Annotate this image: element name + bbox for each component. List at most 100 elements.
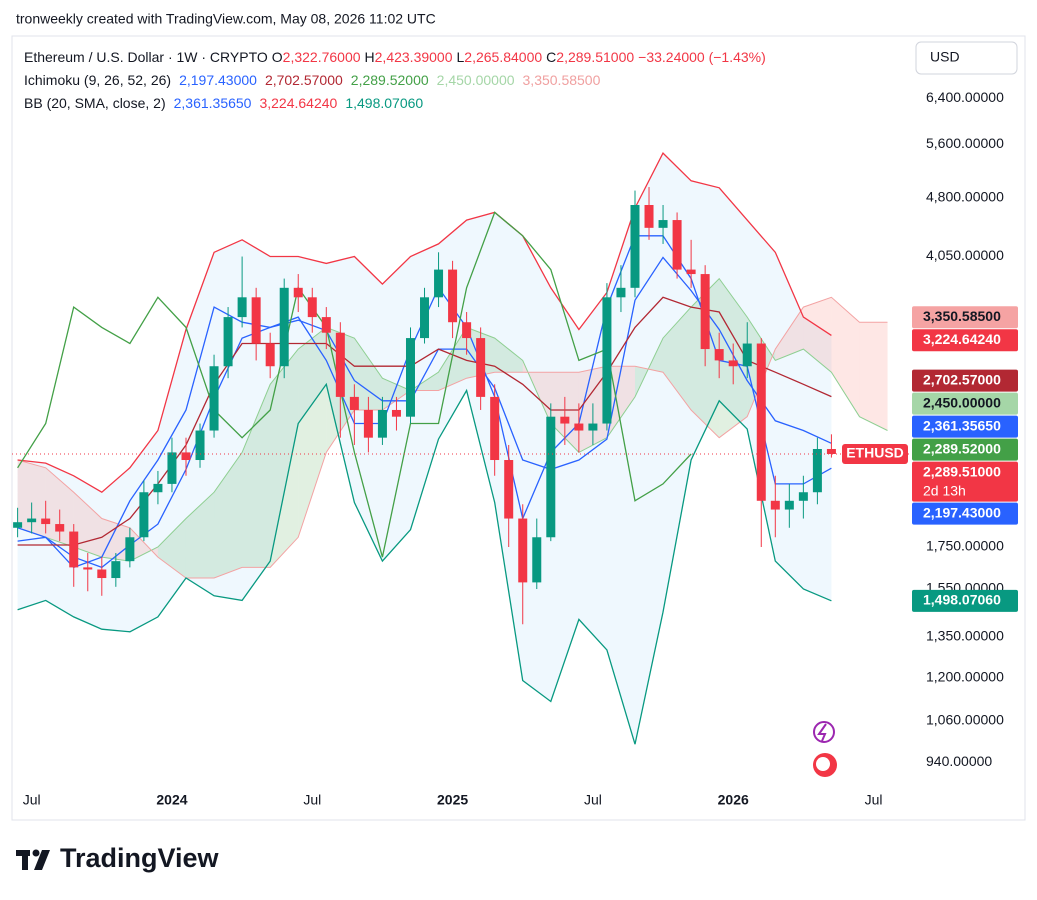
price-tag [912,589,1018,612]
candle-body [223,317,233,367]
bb-basis [17,256,832,569]
symbol-tag-text: ETHUSD [846,445,904,461]
candle-body [602,297,612,424]
y-tick-label: 4,050.00000 [926,247,1004,263]
indicator-value: 3,350.58500 [522,72,601,88]
candle-body [742,343,752,367]
candle-body [69,531,79,568]
credit: tronweekly created with TradingView.com,… [16,11,436,27]
currency-box[interactable] [915,41,1018,75]
cloud-fill [45,467,74,548]
x-tick-label: Jul [584,792,602,808]
candle-body [518,518,528,583]
cloud-fill [73,492,102,558]
candle-body [784,500,794,510]
cloud-fill [354,338,383,410]
ichimoku-lagging [17,211,692,558]
candle-body [462,322,472,339]
price-tag-text: 2,450.00000 [923,394,1001,410]
candle-body [195,430,205,461]
cloud-fill [438,327,467,391]
cloud-fill [242,384,271,568]
price-tag-text: 3,350.58500 [923,308,1001,324]
candle-body [377,409,387,438]
candle-body [335,332,345,397]
price-tag-text: 3,224.64240 [923,331,1001,347]
candle-body [55,524,65,532]
price-tag-text: 2,197.43000 [923,504,1001,520]
x-tick-label: 2025 [437,792,468,808]
candle-body [167,452,177,484]
candle-body [209,366,219,431]
candle-body [434,269,444,298]
plot-area [12,152,910,745]
ohlc-key: C [546,49,557,65]
candle-body [770,500,780,510]
ohlc-value: 2,265.84000 [464,49,543,65]
cloud-fill [663,307,692,410]
y-tick-label: 1,200.00000 [926,668,1004,684]
legend-row: Ethereum / U.S. Dollar · 1W · CRYPTO O2,3… [24,46,770,69]
candle-body [83,567,93,570]
candle-body [686,269,696,275]
x-tick-label: Jul [23,792,41,808]
cloud-fill [17,460,46,538]
ichimoku-base [17,296,832,546]
candle-body [504,460,514,519]
candle-body [476,338,486,397]
cloud-fill [157,518,186,579]
candle-body [251,297,261,344]
ohlc-key: H [364,49,375,65]
change: −33.24000 (−1.43%) [638,49,766,65]
ohlc-value: 2,322.76000 [282,49,361,65]
candle-body [139,492,149,538]
price-tag-text: 1,498.07060 [923,592,1001,608]
symbol-tag [842,443,908,464]
currency: USD [930,49,960,65]
ohlc-key: L [456,49,465,65]
legend-row: Ichimoku (9, 26, 52, 26) 2,197.43000 2,702… [24,69,770,92]
y-tick-label: 5,600.00000 [926,135,1004,151]
ohlc-value: 2,289.51000 [556,49,635,65]
frame [11,35,1026,821]
logo [16,849,50,870]
y-tick-label: 4,800.00000 [926,188,1004,204]
price-tag [912,461,1018,502]
y-tick-label: 1,060.00000 [926,711,1004,727]
cloud-fill [494,338,523,373]
candle-body [560,416,570,424]
candle-body [812,448,822,493]
candle-body [279,287,289,367]
price-tag-text: 2,361.35650 [923,417,1001,433]
candle-body [588,423,598,431]
indicator-value: 3,224.64240 [259,95,338,111]
candle-body [658,220,668,228]
candle-body [363,409,373,438]
indicator-name: BB (20, SMA, close, 2) [24,95,166,111]
price-tag [912,329,1018,352]
cloud-fill [298,327,327,538]
brand: TradingView [60,843,220,873]
candle-body [307,297,317,318]
bb-lower [17,382,832,745]
symbol: Ethereum / U.S. Dollar · 1W · CRYPTO [24,49,268,65]
candle-body [41,518,51,525]
cloud-fill [859,322,888,431]
cloud-fill [270,349,299,568]
countdown: 2d 13h [923,482,966,498]
price-tag [912,415,1018,438]
x-tick-label: 2026 [718,792,749,808]
legend: Ethereum / U.S. Dollar · 1W · CRYPTO O2,3… [24,46,770,115]
candle-body [546,416,556,538]
candle-body [532,537,542,583]
cloud-fill [775,307,804,361]
candle-body [420,297,430,339]
candle-body [13,522,23,528]
x-tick-label: Jul [865,792,883,808]
icons [813,721,837,777]
y-tick-label: 940.00000 [926,753,992,769]
candle-body [181,452,191,461]
indicator-name: Ichimoku (9, 26, 52, 26) [24,72,172,88]
cloud-fill [185,492,215,579]
